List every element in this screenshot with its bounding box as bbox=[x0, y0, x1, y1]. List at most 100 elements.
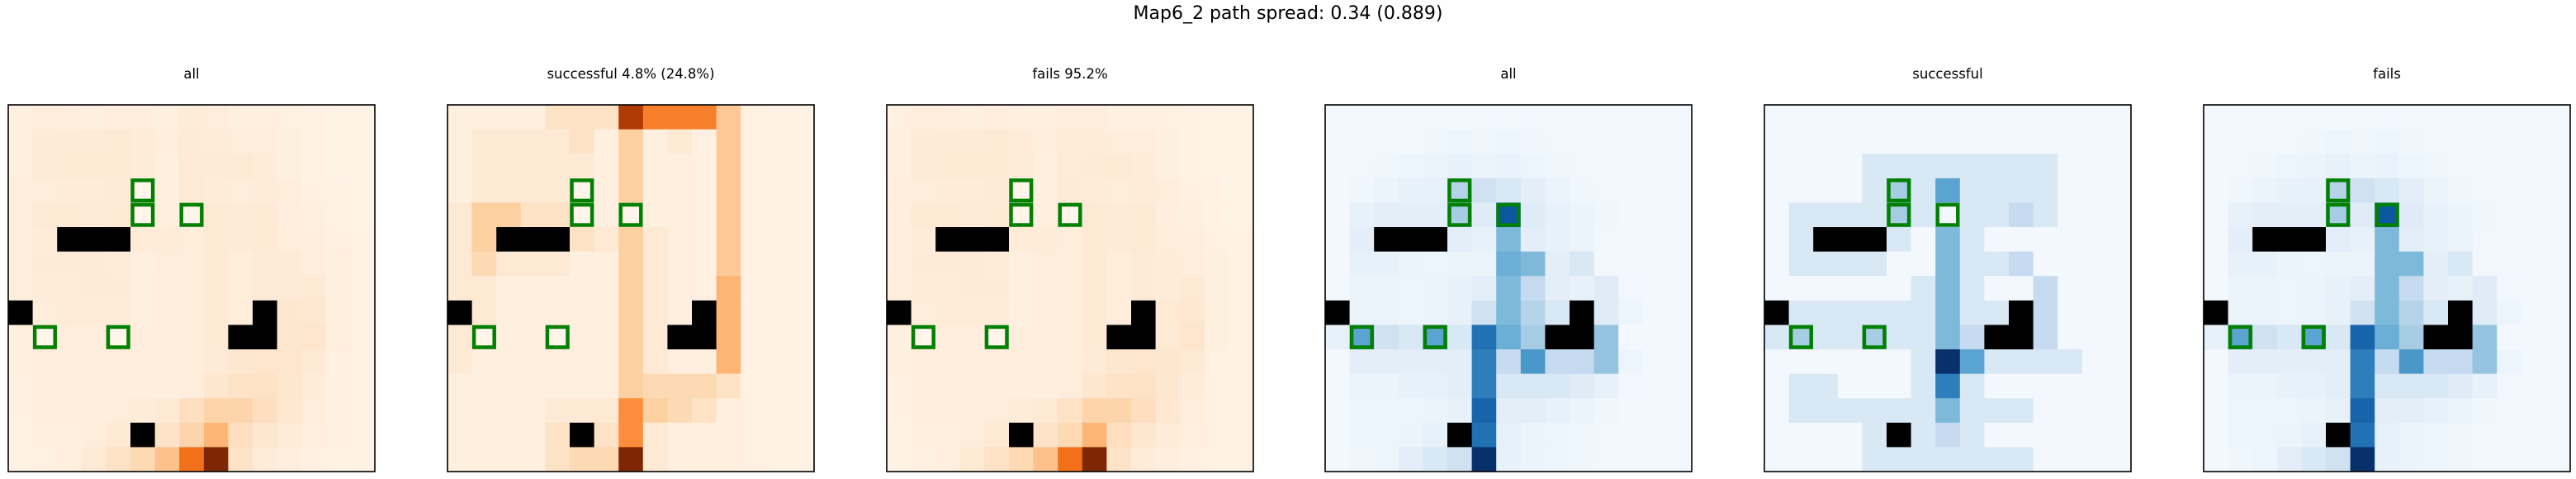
heatmap-cell bbox=[1545, 422, 1570, 448]
heatmap-cell bbox=[203, 349, 229, 374]
heatmap-cell bbox=[325, 129, 351, 154]
heatmap-cell bbox=[57, 251, 83, 277]
heatmap-cell bbox=[1911, 398, 1936, 424]
heatmap-cell bbox=[496, 300, 522, 325]
heatmap-cell bbox=[2301, 398, 2327, 424]
heatmap-cell bbox=[1837, 178, 1863, 203]
heatmap-cell bbox=[911, 398, 936, 424]
heatmap-cell bbox=[984, 129, 1010, 154]
wall-cell bbox=[1545, 325, 1570, 350]
heatmap-cell bbox=[692, 447, 717, 472]
heatmap-cell bbox=[1349, 178, 1375, 203]
heatmap-cell bbox=[1984, 227, 2010, 252]
heatmap-cell bbox=[692, 398, 717, 424]
wall-cell bbox=[57, 227, 83, 252]
heatmap-cell bbox=[1106, 227, 1132, 252]
heatmap-cell bbox=[1033, 154, 1058, 179]
heatmap-cell bbox=[8, 276, 33, 301]
heatmap-cell bbox=[471, 276, 497, 301]
heatmap-cell bbox=[2009, 398, 2034, 424]
heatmap-cell bbox=[1131, 251, 1156, 277]
heatmap-cell bbox=[2106, 154, 2132, 179]
heatmap-cell bbox=[2057, 227, 2083, 252]
heatmap-cell bbox=[1155, 276, 1181, 301]
heatmap-cell bbox=[2497, 202, 2522, 228]
wall-cell bbox=[1887, 422, 1911, 448]
heatmap-cell bbox=[1325, 178, 1350, 203]
heatmap-cell bbox=[1593, 398, 1619, 424]
heatmap-cell bbox=[2326, 129, 2351, 154]
heatmap-cell bbox=[2009, 227, 2034, 252]
heatmap-cell bbox=[1204, 251, 1229, 277]
heatmap-cell bbox=[2472, 398, 2498, 424]
heatmap-cell bbox=[1131, 105, 1156, 130]
heatmap-cell bbox=[1447, 373, 1472, 399]
heatmap-cell bbox=[1642, 178, 1668, 203]
heatmap-cell bbox=[2057, 178, 2083, 203]
heatmap-cell bbox=[1520, 447, 1546, 472]
heatmap-cell bbox=[1374, 105, 1399, 130]
heatmap-cell bbox=[253, 178, 277, 203]
heatmap-cell bbox=[2545, 129, 2571, 154]
heatmap-cell bbox=[1082, 251, 1107, 277]
heatmap-cell bbox=[1349, 154, 1375, 179]
heatmap-cell bbox=[154, 373, 180, 399]
heatmap-cell bbox=[1642, 276, 1668, 301]
heatmap-cell bbox=[716, 422, 741, 448]
heatmap-cell bbox=[2423, 178, 2449, 203]
heatmap-cell bbox=[2106, 276, 2132, 301]
heatmap-cell bbox=[2301, 422, 2327, 448]
heatmap-cell bbox=[447, 154, 472, 179]
heatmap-cell bbox=[350, 154, 376, 179]
heatmap-cell bbox=[350, 227, 376, 252]
heatmap-cell bbox=[1423, 300, 1448, 325]
heatmap-cell bbox=[765, 154, 790, 179]
heatmap-cell bbox=[2009, 422, 2034, 448]
heatmap-cell bbox=[2448, 251, 2473, 277]
heatmap-cell bbox=[2009, 447, 2034, 472]
wall-cell bbox=[692, 300, 717, 325]
heatmap-cell bbox=[1935, 422, 1961, 448]
heatmap-cell bbox=[1058, 276, 1083, 301]
heatmap-cell bbox=[130, 349, 155, 374]
heatmap-cell bbox=[2521, 422, 2546, 448]
heatmap-cell bbox=[1959, 373, 1985, 399]
heatmap-cell bbox=[2350, 129, 2375, 154]
heatmap-cell bbox=[716, 276, 741, 301]
heatmap-cell bbox=[1764, 276, 1789, 301]
heatmap-cell bbox=[545, 154, 571, 179]
heatmap-cell bbox=[496, 276, 522, 301]
heatmap-cell bbox=[1887, 300, 1911, 325]
heatmap-cell bbox=[887, 251, 912, 277]
heatmap-cell bbox=[2472, 105, 2498, 130]
heatmap-cell bbox=[2497, 398, 2522, 424]
heatmap-cell bbox=[2057, 276, 2083, 301]
heatmap-cell bbox=[984, 202, 1010, 228]
heatmap-cell bbox=[1911, 105, 1936, 130]
heatmap-cell bbox=[1887, 105, 1911, 130]
heatmap-cell bbox=[1325, 227, 1350, 252]
heatmap-cell bbox=[1204, 105, 1229, 130]
heatmap-cell bbox=[570, 325, 594, 350]
heatmap-cell bbox=[935, 373, 961, 399]
heatmap-cell bbox=[789, 373, 815, 399]
heatmap-cell bbox=[32, 422, 58, 448]
heatmap-cell bbox=[1837, 349, 1863, 374]
heatmap-cell bbox=[887, 227, 912, 252]
heatmap-cell bbox=[2326, 325, 2351, 350]
heatmap-cell bbox=[2204, 422, 2228, 448]
heatmap-cell bbox=[1618, 373, 1644, 399]
heatmap-cell bbox=[959, 349, 985, 374]
heatmap-cell bbox=[301, 349, 327, 374]
heatmap-cell bbox=[1959, 202, 1985, 228]
heatmap-cell bbox=[618, 105, 644, 130]
heatmap-cell bbox=[789, 422, 815, 448]
heatmap-cell bbox=[1520, 300, 1546, 325]
heatmap-cell bbox=[2448, 154, 2473, 179]
heatmap-cell bbox=[1009, 251, 1034, 277]
heatmap-cell bbox=[203, 325, 229, 350]
heatmap-cell bbox=[1959, 105, 1985, 130]
heatmap-cell bbox=[2521, 202, 2546, 228]
heatmap-cell bbox=[1667, 105, 1693, 130]
heatmap-cell bbox=[2301, 276, 2327, 301]
